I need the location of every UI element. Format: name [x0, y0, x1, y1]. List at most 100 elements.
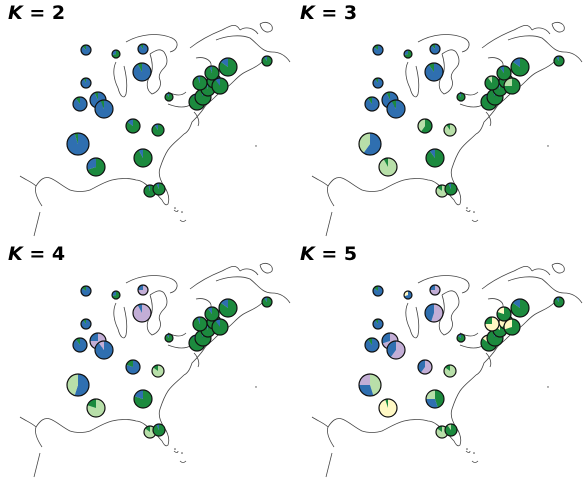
- pie-slice-green: [426, 149, 445, 167]
- coastline-segment: [475, 61, 555, 135]
- pie-outline: [386, 99, 406, 119]
- coastline-segment: [183, 61, 263, 135]
- coastline-segment: [259, 22, 273, 33]
- site-pie-s12: [425, 148, 445, 168]
- pie-slice-light_green: [447, 424, 451, 430]
- pie-slice-green: [164, 334, 173, 342]
- pie-slice-cream: [378, 399, 397, 417]
- pie-slice-green: [367, 338, 372, 345]
- pie-outline: [111, 49, 121, 59]
- pie-outline: [456, 333, 466, 343]
- pie-slice-green: [133, 390, 152, 408]
- pie-slice-green: [435, 390, 445, 408]
- pie-slice-green: [420, 118, 433, 133]
- site-pie-s20: [484, 316, 500, 332]
- island-dot: [466, 448, 468, 450]
- pie-slice-blue: [73, 338, 88, 352]
- site-pie-s7: [94, 99, 114, 119]
- pie-outline: [364, 337, 380, 353]
- k-value: = 2: [22, 2, 66, 24]
- pie-slice-green: [445, 424, 458, 436]
- pie-outline: [86, 157, 106, 177]
- pie-slice-green: [497, 65, 512, 80]
- pie-slice-blue: [197, 317, 200, 324]
- pie-outline: [125, 118, 141, 134]
- pie-slice-light_green: [504, 78, 512, 86]
- pie-slice-green: [153, 424, 166, 436]
- pie-slice-blue: [424, 304, 434, 322]
- pie-slice-green: [205, 307, 220, 321]
- pie-slice-green: [404, 50, 413, 58]
- coastline: [311, 263, 583, 478]
- pie-slice-green: [511, 58, 530, 76]
- pie-slice-green: [485, 75, 500, 91]
- pie-slice-light_green: [152, 365, 165, 377]
- pie-slice-green: [87, 399, 96, 408]
- k-variable: K: [8, 243, 23, 265]
- pie-outline: [151, 364, 165, 378]
- pie-slice-blue: [81, 78, 92, 88]
- coastline-segment: [475, 302, 555, 376]
- pie-slice-green: [261, 56, 272, 66]
- pie-slice-blue: [80, 319, 91, 329]
- site-pie-s5: [364, 337, 380, 353]
- pie-outline: [425, 148, 445, 168]
- pie-outline: [425, 389, 445, 409]
- site-pie-s20: [484, 75, 500, 91]
- pie-outline: [364, 96, 380, 112]
- pie-outline: [378, 398, 398, 418]
- site-pie-s15: [152, 423, 166, 437]
- pie-slice-blue: [94, 100, 113, 119]
- pie-slice-cream: [497, 307, 504, 314]
- pie-slice-blue: [430, 43, 441, 54]
- coastline-segment: [239, 268, 259, 276]
- pie-outline: [496, 306, 512, 322]
- pie-slice-green: [83, 319, 86, 324]
- pie-outline: [137, 284, 149, 296]
- pie-outline: [553, 55, 565, 67]
- coastline-segment: [481, 266, 533, 290]
- pie-slice-blue: [365, 338, 380, 352]
- coastline-segment: [551, 22, 565, 33]
- site-pie-s25: [261, 55, 273, 67]
- pie-outline: [204, 306, 220, 322]
- pie-outline: [429, 284, 441, 296]
- site-pie-s8: [424, 303, 444, 323]
- coastline-segment: [19, 416, 37, 428]
- site-pie-s10: [378, 398, 398, 418]
- site-pie-s7: [94, 340, 114, 360]
- coastline-segment: [215, 276, 291, 304]
- pie-outline: [80, 285, 92, 297]
- pie-slice-blue: [81, 44, 92, 55]
- coastline-segment: [471, 219, 479, 222]
- map: [19, 263, 291, 478]
- pie-outline: [510, 298, 530, 318]
- pie-outline: [218, 298, 238, 318]
- pie-slice-blue: [264, 55, 267, 61]
- pie-outline: [94, 99, 114, 119]
- coastline-segment: [325, 211, 333, 237]
- site-pie-s24: [218, 57, 238, 77]
- pie-outline: [424, 303, 444, 323]
- pie-outline: [403, 290, 413, 300]
- pie-slice-blue: [112, 291, 116, 297]
- site-pie-s8: [132, 303, 152, 323]
- pie-slice-blue: [125, 360, 140, 374]
- coastline-segment: [33, 211, 41, 237]
- map: [311, 22, 583, 237]
- coastline-segment: [193, 352, 200, 368]
- pie-slice-green: [385, 399, 388, 408]
- site-pie-s4: [372, 318, 384, 330]
- pie-slice-blue: [404, 291, 413, 299]
- pie-outline: [444, 182, 458, 196]
- pie-slice-green: [133, 149, 152, 167]
- pie-outline: [137, 43, 149, 55]
- site-pie-s25: [553, 296, 565, 308]
- site-pie-s16: [164, 333, 174, 343]
- pie-slice-green: [83, 78, 86, 83]
- pie-slice-blue: [425, 62, 444, 81]
- pie-outline: [443, 123, 457, 137]
- panel-k2: K = 2: [0, 0, 292, 240]
- pie-slice-green: [126, 360, 133, 367]
- pie-slice-light_green: [444, 365, 457, 377]
